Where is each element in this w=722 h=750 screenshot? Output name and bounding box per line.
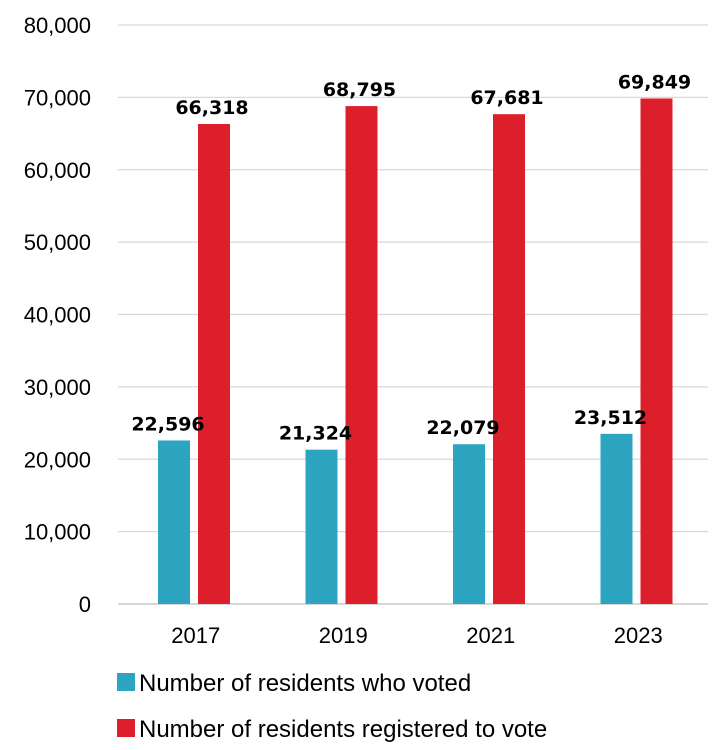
bar-registered xyxy=(493,114,525,605)
x-tick-label: 2021 xyxy=(466,623,515,648)
data-label: 22,079 xyxy=(426,417,499,439)
data-labels: 22,596 21,324 22,079 23,512 66,318 68,795 67,6… xyxy=(131,71,691,444)
data-label: 23,512 xyxy=(574,407,647,429)
y-tick-label: 0 xyxy=(79,592,91,617)
y-tick-label: 60,000 xyxy=(24,158,91,183)
bar-registered xyxy=(640,98,673,604)
legend: Number of residents who voted Number of r… xyxy=(117,670,547,743)
bar-registered xyxy=(198,124,230,605)
bar-voted xyxy=(600,433,633,604)
data-label: 69,849 xyxy=(618,71,691,93)
x-tick-label: 2019 xyxy=(319,623,368,648)
y-tick-label: 30,000 xyxy=(24,375,91,400)
bar-voted xyxy=(453,444,485,604)
y-tick-label: 50,000 xyxy=(24,230,91,255)
data-label: 66,318 xyxy=(175,97,248,119)
y-tick-label: 80,000 xyxy=(24,13,91,38)
bar-voted xyxy=(305,449,338,604)
legend-swatch xyxy=(117,719,135,737)
x-tick-label: 2023 xyxy=(614,623,663,648)
data-label: 68,795 xyxy=(323,79,396,101)
data-label: 22,596 xyxy=(131,413,204,435)
x-tick-label: 2017 xyxy=(171,623,220,648)
bars xyxy=(158,98,673,605)
bar-registered xyxy=(345,106,378,604)
y-tick-label: 70,000 xyxy=(24,85,91,110)
y-tick-label: 20,000 xyxy=(24,447,91,472)
y-tick-label: 10,000 xyxy=(24,520,91,545)
legend-swatch xyxy=(117,673,135,691)
data-label: 67,681 xyxy=(470,87,543,109)
legend-label: Number of residents registered to vote xyxy=(139,716,547,743)
x-axis-tick-labels: 2017 2019 2021 2023 xyxy=(171,623,662,648)
y-axis-tick-labels: 0 10,000 20,000 30,000 40,000 50,000 60,000 70,… xyxy=(24,13,91,617)
legend-label: Number of residents who voted xyxy=(139,670,471,697)
y-tick-label: 40,000 xyxy=(24,303,91,328)
data-label: 21,324 xyxy=(279,423,352,445)
bar-voted xyxy=(158,440,190,604)
